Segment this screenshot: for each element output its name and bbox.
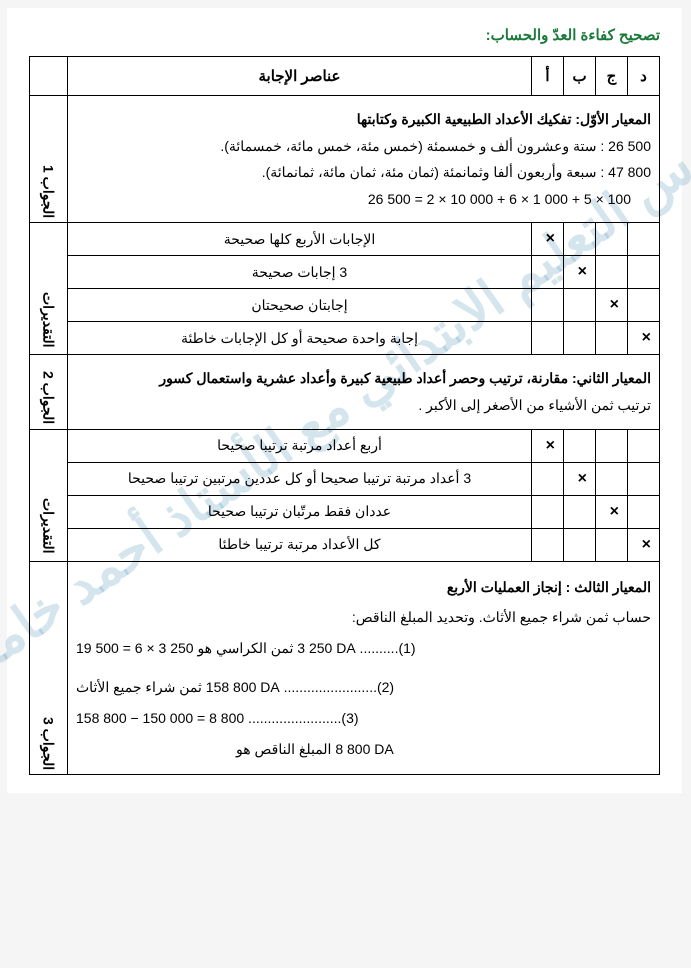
r2-0-d <box>629 429 661 462</box>
r2-1-b: × <box>565 462 597 495</box>
criterion3-text: إنجاز العمليات الأربع <box>448 579 563 595</box>
r1-1-d <box>629 256 661 289</box>
r1-1-text: 3 إجابات صحيحة <box>69 256 533 289</box>
answer3-calc1a: 19 500 = 6 × 3 250 <box>77 633 195 664</box>
col-c-header: ج <box>597 57 629 96</box>
r2-2-d <box>629 495 661 528</box>
r1-1-c <box>597 256 629 289</box>
rubric-table: د ج ب أ عناصر الإجابة المعيار الأوّل: تف… <box>30 56 661 775</box>
r1-2-c: × <box>597 289 629 322</box>
r2-2-c: × <box>597 495 629 528</box>
answer3-ref2: (2) <box>378 679 395 695</box>
r1-3-c <box>597 322 629 355</box>
r2-1-d <box>629 462 661 495</box>
answer1-text2: : سبعة وأربعون ألفا وثمانمئة (ثمان مئة، … <box>263 164 606 180</box>
answer3-calc3: 158 800 − 150 000 = 8 800 <box>77 703 245 734</box>
answer1-num1: 26 500 <box>609 133 652 160</box>
answer3-ref3: (3) <box>342 710 359 726</box>
answer3-finalb: 8 800 DA <box>336 734 394 765</box>
r2-0-a: × <box>533 429 565 462</box>
header-row: د ج ب أ عناصر الإجابة <box>31 57 661 96</box>
answer3-calc2b: 158 800 DA <box>207 672 281 703</box>
r2-3-a <box>533 528 565 561</box>
r1-1-b: × <box>565 256 597 289</box>
col-d-header: د <box>629 57 661 96</box>
col-b-header: ب <box>565 57 597 96</box>
answer2-label: الجواب 2 <box>31 355 69 429</box>
r1-0-text: الإجابات الأربع كلها صحيحة <box>69 223 533 256</box>
r1-2-text: إجابتان صحيحتان <box>69 289 533 322</box>
r2-3-c <box>597 528 629 561</box>
r2-2-a <box>533 495 565 528</box>
r1-2-d <box>629 289 661 322</box>
r1-2-a <box>533 289 565 322</box>
answer3-calc1b: ثمن الكراسي هو <box>198 640 294 656</box>
r2-3-b <box>565 528 597 561</box>
answer3-block: المعيار الثالث : إنجاز العمليات الأربع ح… <box>69 561 661 775</box>
r1-1-a <box>533 256 565 289</box>
r1-0-c <box>597 223 629 256</box>
r1-3-text: إجابة واحدة صحيحة أو كل الإجابات خاطئة <box>69 322 533 355</box>
r1-0-d <box>629 223 661 256</box>
rubric2-label: التقديرات <box>31 429 69 561</box>
r1-0-b <box>565 223 597 256</box>
r1-3-d: × <box>629 322 661 355</box>
r1-3-b <box>565 322 597 355</box>
answer1-text1: : ستة وعشرون ألف و خمسمئة (خمس مئة، خمس … <box>221 138 605 154</box>
answer3-calc1c: 3 250 DA <box>298 633 356 664</box>
answer1-calc: 26 500 = 2 × 10 000 + 6 × 1 000 + 5 × 10… <box>369 186 652 213</box>
r2-0-b <box>565 429 597 462</box>
r2-1-a <box>533 462 565 495</box>
r1-0-a: × <box>533 223 565 256</box>
criterion2-text: مقارنة، ترتيب وحصر أعداد طبيعية كبيرة وأ… <box>160 370 569 386</box>
answer3-finala: المبلغ الناقص هو <box>237 741 332 757</box>
answer3-calc2a: ثمن شراء جميع الأثاث <box>77 679 203 695</box>
r2-3-d: × <box>629 528 661 561</box>
answer1-block: المعيار الأوّل: تفكيك الأعداد الطبيعية ا… <box>69 96 661 223</box>
answer1-label: الجواب 1 <box>31 96 69 223</box>
answer2-block: المعيار الثاني: مقارنة، ترتيب وحصر أعداد… <box>69 355 661 429</box>
col-side-header <box>31 57 69 96</box>
criterion1-text: تفكيك الأعداد الطبيعية الكبيرة وكتابتها <box>358 111 573 127</box>
page-title: تصحيح كفاءة العدّ والحساب: <box>30 26 661 44</box>
criterion1-title: المعيار الأوّل: <box>576 111 652 127</box>
answer3-label: الجواب 3 <box>31 561 69 775</box>
r1-2-b <box>565 289 597 322</box>
col-a-header: أ <box>533 57 565 96</box>
r2-1-text: 3 أعداد مرتبة ترتيبا صحيحا أو كل عددين م… <box>69 462 533 495</box>
rubric1-label: التقديرات <box>31 223 69 355</box>
r2-0-text: أربع أعداد مرتبة ترتيبا صحيحا <box>69 429 533 462</box>
r2-2-b <box>565 495 597 528</box>
criterion3-title: المعيار الثالث : <box>567 579 652 595</box>
r2-2-text: عددان فقط مرتّبان ترتيبا صحيحا <box>69 495 533 528</box>
r2-0-c <box>597 429 629 462</box>
answer3-ref1: (1) <box>399 640 416 656</box>
r2-3-text: كل الأعداد مرتبة ترتيبا خاطئا <box>69 528 533 561</box>
r2-1-c <box>597 462 629 495</box>
answer1-num2: 47 800 <box>609 159 652 186</box>
r1-3-a <box>533 322 565 355</box>
col-main-header: عناصر الإجابة <box>69 57 533 96</box>
answer3-line1: حساب ثمن شراء جميع الأثاث. وتحديد المبلغ… <box>77 602 652 633</box>
criterion2-title: المعيار الثاني: <box>573 370 652 386</box>
answer2-line1: ترتيب ثمن الأشياء من الأصغر إلى الأكبر . <box>77 392 652 419</box>
